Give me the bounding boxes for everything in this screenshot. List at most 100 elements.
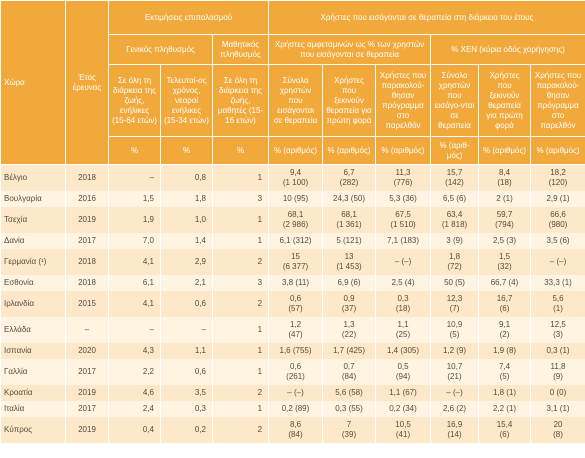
value-cell: 7,1 (183): [375, 233, 432, 249]
value-cell: 1,0: [160, 207, 213, 233]
year-cell: 2020: [65, 343, 109, 359]
value-cell: 33,3 (1): [530, 275, 585, 291]
count-text: (6): [499, 304, 510, 313]
count-text: (1 361): [336, 220, 362, 229]
value-cell: 0,3 (1): [530, 343, 585, 359]
value-cell: 3 (9): [430, 233, 480, 249]
value-cell: 0,5 (94): [375, 359, 432, 385]
value-cell: 0 (0): [530, 385, 585, 401]
table-row: Κύπρος 2019 0,4 0,2 2 8,6 (84) 7 (39) 10,5 (41) 16,…: [0, 417, 585, 443]
percent-text: 1,2: [289, 320, 302, 329]
count-text: (39): [341, 430, 357, 439]
count-text: (22): [341, 330, 357, 339]
value-cell: 2: [211, 385, 270, 401]
value-cell: 0,3 (55): [322, 401, 377, 417]
value-cell: 1: [211, 207, 270, 233]
country-cell: Δανία: [0, 233, 66, 249]
table-row: Ισπανία 2020 4,3 1,1 1 1,6 (755) 1,7 (425) 1,4 …: [0, 343, 585, 359]
column-header: Χρήστες που παρακολού-θησαν πρόγραμμα στ…: [375, 64, 432, 137]
count-text: (6): [499, 430, 510, 439]
percent-text: 9,1: [498, 320, 511, 329]
value-cell: 1,1 (25): [375, 317, 432, 343]
percent-text: 0,7: [343, 362, 355, 371]
count-text: (2): [499, 330, 510, 339]
value-cell: 0,2: [160, 417, 213, 443]
year-cell: 2018: [65, 275, 109, 291]
column-header: Σε όλη τη διάρκεια της ζωής, μαθητές (15…: [211, 64, 270, 137]
header-cell: Εκτιμήσεις επιπολασμού: [107, 0, 270, 35]
country-cell: Ιταλία: [0, 401, 66, 417]
value-cell: 2,2: [108, 359, 161, 385]
year-cell: –: [65, 317, 109, 343]
percent-text: 63,4: [446, 210, 463, 219]
value-cell: 5,6 (1): [530, 291, 585, 317]
percent-text: 1,3: [343, 320, 355, 329]
country-cell: Κροατία: [0, 385, 66, 401]
percent-text: 15,7: [446, 168, 463, 177]
value-cell: 1,5: [108, 191, 161, 207]
value-cell: 0,3: [160, 401, 213, 417]
value-cell: 1,3 (22): [322, 317, 377, 343]
percent-text: 0,6: [289, 294, 302, 303]
percent-text: 10,5: [395, 420, 411, 429]
percent-text: 5,6: [552, 294, 564, 303]
value-cell: – (–): [430, 385, 480, 401]
value-cell: 15,7 (142): [430, 164, 480, 191]
percent-text: 1,1: [397, 320, 409, 329]
percent-text: 0,5: [397, 362, 409, 371]
header-cell: Γενικός πληθυσμός: [108, 34, 213, 65]
value-cell: 1,6 (755): [268, 343, 324, 359]
value-cell: 16,9 (14): [430, 417, 480, 443]
header-cell: % ΧΕΝ (κύρια οδός χορήγησης): [430, 34, 585, 65]
count-text: (9): [553, 372, 563, 381]
count-text: (37): [341, 304, 357, 313]
value-cell: 2,9 (1): [530, 191, 585, 207]
year-cell: 2017: [65, 233, 109, 249]
value-cell: 6,1 (312): [268, 233, 324, 249]
value-cell: 2: [211, 249, 270, 275]
percent-text: 11,3: [395, 168, 411, 177]
value-cell: 50 (5): [430, 275, 480, 291]
header-cell: Χώρα: [0, 0, 66, 165]
count-text: (2 986): [282, 220, 309, 229]
count-text: (14): [447, 430, 462, 439]
column-header: Χρήστες που ξεκινούν θεραπεία για πρώτη …: [478, 64, 532, 137]
value-cell: 11,8 (9): [530, 359, 585, 385]
value-cell: 6,5 (6): [430, 191, 480, 207]
column-header: Χρήστες που παρακολού-θησαν πρόγραμμα στ…: [530, 64, 585, 137]
value-cell: 2,4: [108, 401, 161, 417]
value-cell: 68,1 (2 986): [268, 207, 324, 233]
percent-text: 1,5: [498, 252, 511, 261]
value-cell: 16,7 (6): [478, 291, 532, 317]
year-cell: 2019: [65, 385, 109, 401]
year-cell: 2019: [65, 417, 109, 443]
value-cell: 1: [211, 343, 270, 359]
year-cell: 2017: [65, 401, 109, 417]
value-cell: 7 (39): [322, 417, 377, 443]
value-cell: 5 (121): [322, 233, 377, 249]
value-cell: 1,8 (72): [430, 249, 480, 275]
count-text: (21): [447, 372, 462, 381]
count-text: (41): [395, 430, 411, 439]
count-text: (47): [288, 330, 303, 339]
country-cell: Γαλλία: [0, 359, 66, 385]
year-cell: 2018: [65, 249, 109, 275]
value-cell: 0,9 (37): [322, 291, 377, 317]
table-row: Ελλάδα – – –1 1,2 (47) 1,3 (22) 1,1 (25) 10,9 (5) 9,…: [0, 317, 585, 343]
count-text: (72): [447, 262, 462, 271]
count-text: (1): [553, 304, 563, 313]
value-cell: 1: [211, 317, 270, 343]
value-cell: 11,3 (776): [375, 164, 432, 191]
value-cell: 2,1: [160, 275, 213, 291]
percent-text: 66,6: [550, 210, 566, 219]
percent-text: 8,4: [498, 168, 511, 177]
table-row: Εσθονία 2018 6,1 2,1 3 3,8 (11) 6,9 (6) 2,5 (4)…: [0, 275, 585, 291]
count-text: (1 453): [336, 262, 362, 271]
percent-text: 6,7: [343, 168, 355, 177]
value-cell: 18,2 (120): [530, 164, 585, 191]
table-row: Γερμανία (¹) 2018 4,1 2,9 2 15 (6 377) 13 (1 453…: [0, 249, 585, 275]
percent-text: 68,1: [287, 210, 304, 219]
value-cell: 12,3 (7): [430, 291, 480, 317]
table-row: Βέλγιο 2018–0,8 1 9,4 (1 100) 6,7 (282) 11,3 (77…: [0, 164, 585, 191]
value-cell: 67,5 (1 510): [375, 207, 432, 233]
